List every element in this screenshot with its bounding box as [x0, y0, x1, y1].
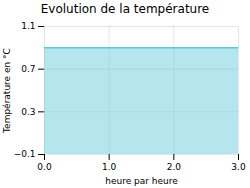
svg-text:−0.1: −0.1 — [14, 149, 36, 159]
svg-text:heure par heure: heure par heure — [105, 176, 178, 186]
svg-text:2.0: 2.0 — [167, 162, 182, 172]
svg-text:0.3: 0.3 — [21, 107, 35, 117]
svg-text:3.0: 3.0 — [231, 162, 246, 172]
svg-text:1.1: 1.1 — [21, 21, 35, 31]
svg-text:0.7: 0.7 — [21, 64, 35, 74]
svg-text:0.0: 0.0 — [37, 162, 52, 172]
svg-text:Température en °C: Température en °C — [2, 48, 12, 134]
html-text:Evolution de la température: Evolution de la température — [40, 2, 210, 16]
svg-text:1.0: 1.0 — [102, 162, 117, 172]
